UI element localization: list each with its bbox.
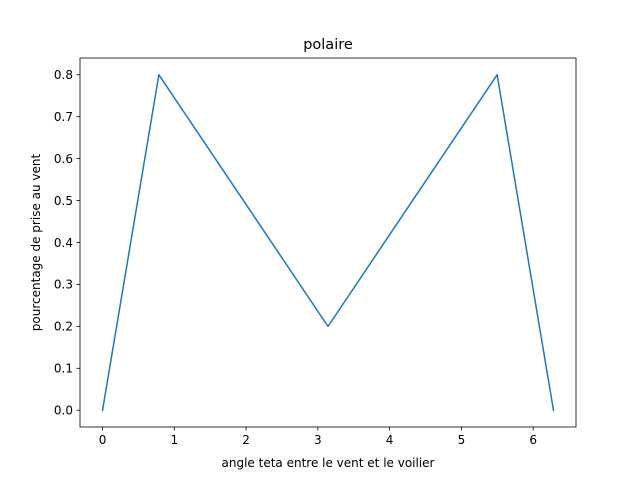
axes-frame	[79, 57, 577, 428]
y-axis: 0.0 0.1 0.2 0.3 0.4 0.5 0.6 0.7 0.8	[54, 68, 80, 418]
y-tick-label: 0.3	[54, 278, 73, 292]
x-tick-label: 6	[529, 433, 537, 447]
x-tick-label: 0	[99, 433, 107, 447]
x-tick-label: 3	[314, 433, 322, 447]
y-tick-label: 0.4	[54, 236, 73, 250]
x-axis-label: angle teta entre le vent et le voilier	[222, 456, 435, 470]
x-tick-label: 2	[242, 433, 250, 447]
plot-area	[101, 74, 555, 412]
y-tick-label: 0.7	[54, 110, 73, 124]
y-tick-label: 0.8	[54, 68, 73, 82]
y-tick-label: 0.6	[54, 152, 73, 166]
x-tick-label: 5	[458, 433, 466, 447]
y-tick-label: 0.0	[54, 404, 73, 418]
series-line-0	[101, 74, 555, 412]
chart-title: polaire	[303, 37, 353, 53]
x-tick-label: 4	[386, 433, 394, 447]
y-tick-label: 0.5	[54, 194, 73, 208]
y-tick-label: 0.2	[54, 320, 73, 334]
x-tick-label: 1	[170, 433, 178, 447]
y-tick-label: 0.1	[54, 362, 73, 376]
y-axis-label: pourcentage de prise au vent	[29, 154, 43, 332]
x-axis: 0 1 2 3 4 5 6	[99, 427, 537, 447]
